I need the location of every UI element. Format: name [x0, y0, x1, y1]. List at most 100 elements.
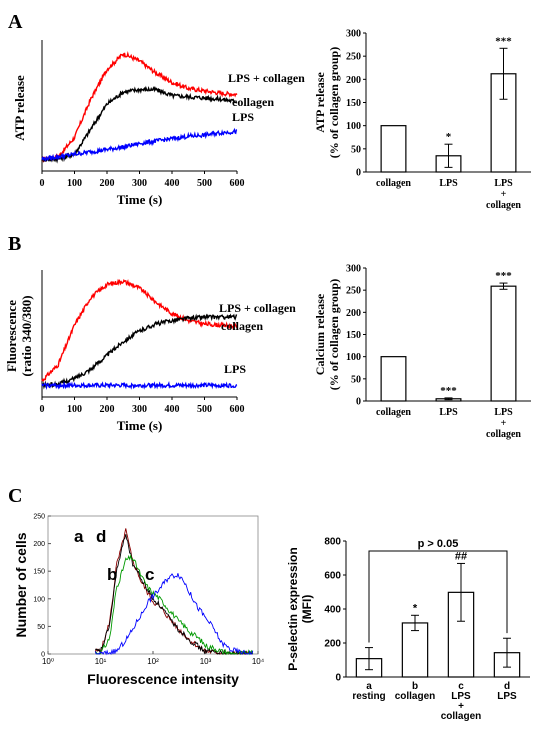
- y-tick-label: 0: [356, 168, 361, 179]
- x-tick-label: 10³: [200, 657, 212, 666]
- p-selectin-bar-chart: 0 200 400 600 800 P-selectin expression(MFI) a…: [286, 537, 530, 722]
- x-tick-label: 500: [197, 178, 212, 189]
- x-axis-label: Time (s): [117, 192, 163, 207]
- histogram-b: [94, 553, 254, 656]
- y-tick-label: 0: [41, 652, 45, 659]
- significance-marker: *: [413, 602, 418, 614]
- x-tick-label: 10¹: [95, 657, 107, 666]
- y-tick-label: 50: [351, 144, 361, 155]
- y-tick-label: 100: [346, 352, 361, 363]
- significance-marker: ##: [455, 550, 467, 562]
- y-tick-label: 300: [346, 264, 361, 275]
- panel-letter-a: A: [8, 11, 23, 33]
- panel-letter-c: C: [8, 485, 22, 507]
- category-label: b collagen: [395, 681, 436, 702]
- x-tick-label: 200: [100, 178, 115, 189]
- atp-release-bar-chart: 0 50 100 150 200 250 300 ATP release(% of colla…: [313, 29, 531, 211]
- y-axis-label: P-selectin expression(MFI): [286, 547, 314, 670]
- bar: [380, 356, 407, 402]
- y-tick-label: 200: [33, 541, 45, 548]
- significance-marker: ***: [440, 385, 457, 397]
- x-tick-label: 600: [230, 404, 245, 415]
- category-label: LPS: [439, 407, 458, 418]
- series-label: collagen: [221, 319, 263, 333]
- bar: [380, 125, 407, 173]
- series-label: LPS + collagen: [219, 301, 296, 315]
- x-tick-label: 400: [165, 404, 180, 415]
- series-line-lps---collagen: [41, 51, 238, 163]
- series-line-lps: [41, 380, 238, 390]
- category-label: d LPS: [497, 681, 517, 702]
- panel-letter-b: B: [8, 233, 21, 255]
- series-label: LPS + collagen: [228, 71, 305, 85]
- series-label: LPS: [232, 110, 254, 124]
- y-tick-label: 150: [33, 569, 45, 576]
- x-tick-label: 400: [165, 178, 180, 189]
- x-tick-label: 200: [100, 404, 115, 415]
- x-axis-label: Time (s): [117, 418, 163, 433]
- y-axis-label: Number of cells: [13, 532, 29, 637]
- histogram-label-a: a: [74, 527, 84, 546]
- y-tick-label: 200: [346, 308, 361, 319]
- y-axis-label: Calcium release(% of collagen group): [313, 279, 341, 390]
- y-tick-label: 200: [346, 75, 361, 86]
- y-tick-label: 400: [324, 605, 341, 616]
- x-tick-label: 0: [40, 404, 45, 415]
- x-tick-label: 10⁴: [252, 657, 265, 666]
- y-tick-label: 150: [346, 98, 361, 109]
- y-tick-label: 0: [356, 397, 361, 408]
- series-line-collagen: [41, 313, 238, 390]
- category-label: LPS + collagen: [486, 407, 521, 440]
- calcium-release-bar-chart: 0 50 100 150 200 250 300 Calcium release(% of c…: [313, 264, 531, 440]
- bar: [490, 285, 517, 402]
- y-tick-label: 150: [346, 330, 361, 341]
- histogram-label-b: b: [107, 565, 117, 584]
- y-tick-label: 50: [351, 374, 361, 385]
- x-tick-label: 300: [132, 404, 147, 415]
- histogram-label-d: d: [96, 527, 106, 546]
- significance-marker: ***: [495, 270, 512, 282]
- x-tick-label: 300: [132, 178, 147, 189]
- series-label: LPS: [224, 362, 246, 376]
- comparison-bracket: [368, 550, 508, 643]
- y-tick-label: 250: [346, 52, 361, 63]
- x-tick-label: 100: [67, 178, 82, 189]
- category-label: LPS + collagen: [486, 178, 521, 211]
- x-tick-label: 500: [197, 404, 212, 415]
- atp-release-trace-chart: 0 100 200 300 400 500 600 Time (s) ATP release LP…: [12, 40, 305, 207]
- histogram-label-c: c: [145, 565, 154, 584]
- y-axis-label: ATP release(% of collagen group): [313, 47, 341, 158]
- x-tick-label: 100: [67, 404, 82, 415]
- category-label: a resting: [352, 681, 385, 702]
- y-tick-label: 800: [324, 537, 341, 548]
- y-tick-label: 50: [37, 624, 45, 631]
- x-axis-label: Fluorescence intensity: [87, 671, 239, 687]
- category-label: collagen: [376, 407, 411, 418]
- y-tick-label: 100: [346, 121, 361, 132]
- y-tick-label: 300: [346, 29, 361, 40]
- y-tick-label: 250: [346, 286, 361, 297]
- significance-marker: ***: [495, 35, 512, 47]
- y-tick-label: 600: [324, 571, 341, 582]
- series-line-collagen: [41, 85, 238, 164]
- x-tick-label: 10²: [147, 657, 159, 666]
- calcium-fluorescence-trace-chart: 0 100 200 300 400 500 600 Time (s) Fluorescence(…: [4, 270, 296, 433]
- histogram-d: [94, 534, 253, 655]
- category-label: LPS: [439, 178, 458, 189]
- category-label: c LPS + collagen: [441, 681, 482, 722]
- y-tick-label: 200: [324, 639, 341, 650]
- category-label: collagen: [376, 178, 411, 189]
- x-tick-label: 10⁰: [42, 657, 54, 666]
- significance-marker: *: [446, 131, 452, 143]
- y-axis-label: Fluorescence(ratio 340/380): [4, 295, 34, 376]
- series-label: collagen: [232, 95, 274, 109]
- series-line-lps: [41, 127, 238, 162]
- flow-cytometry-histogram-chart: 0 50 100 150 200 250 10⁰ 10¹ 10² 10³ 10⁴ Fluorescen…: [13, 514, 265, 688]
- series-line-lps---collagen: [41, 278, 238, 383]
- x-tick-label: 600: [230, 178, 245, 189]
- histogram-a: [94, 528, 253, 656]
- y-tick-label: 0: [335, 673, 341, 684]
- bar: [401, 622, 429, 678]
- y-axis-label: ATP release: [12, 75, 27, 141]
